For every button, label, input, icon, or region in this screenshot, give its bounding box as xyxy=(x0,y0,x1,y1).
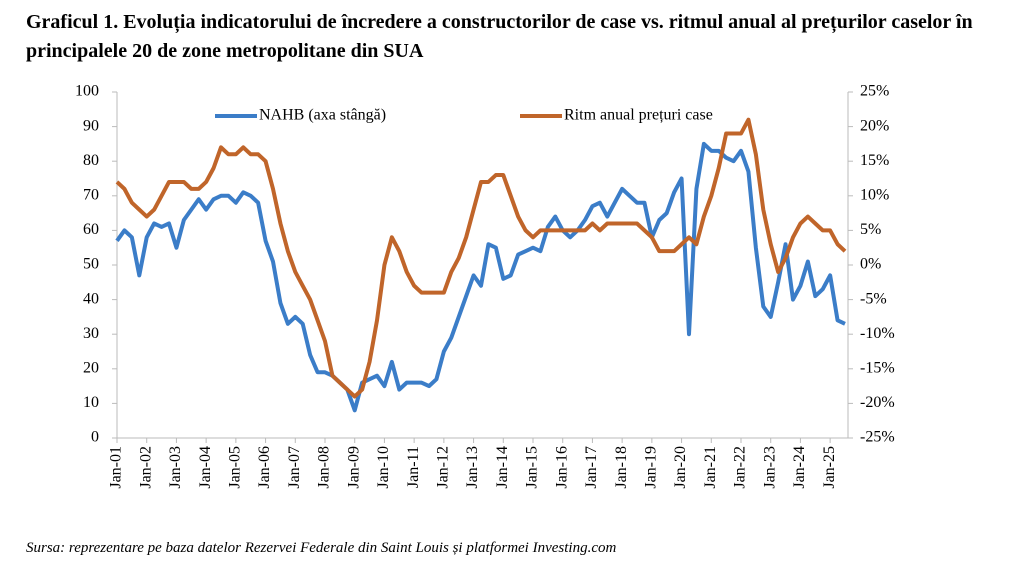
y-tick-label: 80 xyxy=(83,152,99,169)
y2-tick-label: 15% xyxy=(860,152,889,169)
y2-tick-label: 10% xyxy=(860,186,889,203)
x-tick-label: Jan-24 xyxy=(791,446,808,489)
x-tick-label: Jan-19 xyxy=(643,446,660,489)
y2-tick-label: -10% xyxy=(860,325,895,342)
x-tick-label: Jan-04 xyxy=(197,446,214,489)
x-tick-label: Jan-10 xyxy=(375,446,392,489)
y-tick-label: 0 xyxy=(91,429,99,446)
x-tick-label: Jan-07 xyxy=(286,446,303,489)
x-tick-label: Jan-03 xyxy=(167,446,184,489)
y-tick-label: 20 xyxy=(83,359,99,376)
legend-label: NAHB (axa stângă) xyxy=(259,107,386,124)
x-tick-label: Jan-11 xyxy=(405,446,422,488)
x-tick-label: Jan-21 xyxy=(702,446,719,489)
x-tick-label: Jan-09 xyxy=(345,446,362,489)
x-tick-label: Jan-16 xyxy=(553,446,570,489)
y-tick-label: 50 xyxy=(83,256,99,273)
x-tick-label: Jan-25 xyxy=(821,446,838,489)
x-tick-label: Jan-05 xyxy=(227,446,244,489)
y-tick-label: 10 xyxy=(83,394,99,411)
source-note: Sursa: reprezentare pe baza datelor Reze… xyxy=(26,540,617,556)
y-tick-label: 70 xyxy=(83,186,99,203)
y-tick-label: 30 xyxy=(83,325,99,342)
series-line xyxy=(115,117,847,399)
y2-tick-label: 25% xyxy=(860,83,889,100)
x-tick-label: Jan-15 xyxy=(524,446,541,489)
y-tick-label: 100 xyxy=(75,83,99,100)
x-tick-label: Jan-20 xyxy=(672,446,689,489)
x-tick-label: Jan-23 xyxy=(761,446,778,489)
y2-tick-label: -15% xyxy=(860,359,895,376)
x-tick-label: Jan-17 xyxy=(583,446,600,489)
x-tick-label: Jan-02 xyxy=(137,446,154,489)
x-tick-label: Jan-12 xyxy=(435,446,452,489)
y2-tick-label: -20% xyxy=(860,394,895,411)
y-tick-label: 40 xyxy=(83,290,99,307)
chart-title: Graficul 1. Evoluția indicatorului de în… xyxy=(26,11,973,62)
x-tick-label: Jan-13 xyxy=(464,446,481,489)
x-tick-label: Jan-06 xyxy=(256,446,273,489)
x-tick-label: Jan-14 xyxy=(494,446,511,489)
y-tick-label: 60 xyxy=(83,221,99,238)
x-tick-label: Jan-18 xyxy=(613,446,630,489)
y2-tick-label: 0% xyxy=(860,256,881,273)
x-tick-label: Jan-08 xyxy=(316,446,333,489)
y-tick-label: 90 xyxy=(83,117,99,134)
chart: 0 10 20 30 40 50 60 70 80 90 100 -25% -20% -15% -10% -5… xyxy=(75,83,895,489)
x-tick-label: Jan-01 xyxy=(108,446,125,489)
series-line xyxy=(115,141,846,413)
y2-tick-label: 5% xyxy=(860,221,881,238)
y2-tick-label: 20% xyxy=(860,117,889,134)
y2-tick-label: -25% xyxy=(860,429,895,446)
y2-tick-label: -5% xyxy=(860,290,887,307)
legend-label: Ritm anual prețuri case xyxy=(564,107,713,124)
x-tick-label: Jan-22 xyxy=(732,446,749,489)
